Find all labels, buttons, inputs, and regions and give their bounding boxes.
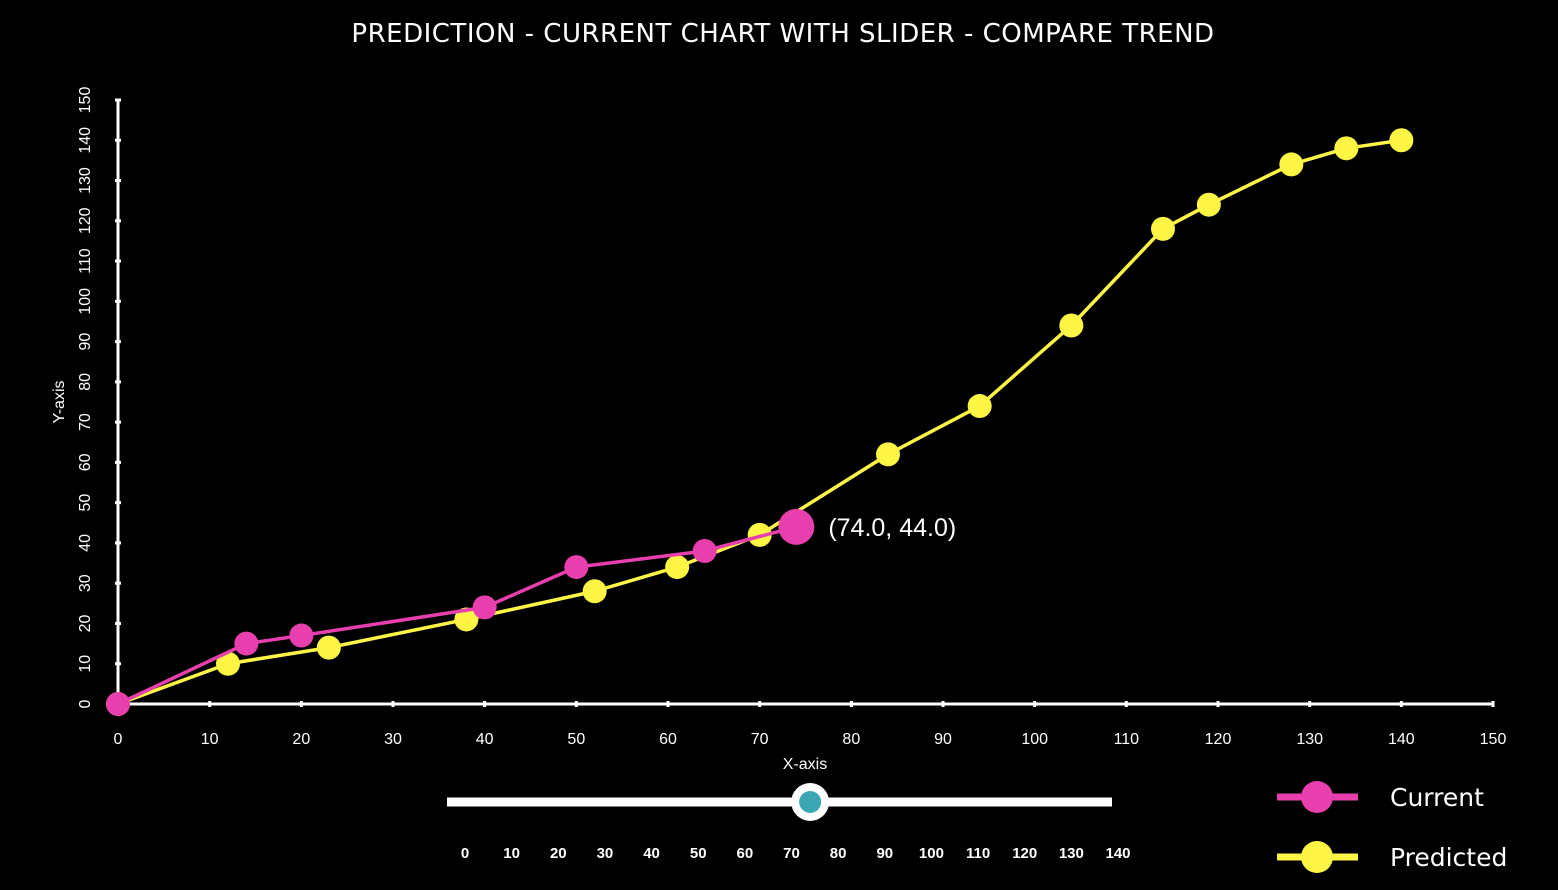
slider-thumb[interactable]: [799, 791, 822, 813]
slider-tick-label: 10: [503, 845, 520, 862]
y-tick-label: 80: [77, 373, 94, 391]
data-point-predicted[interactable]: [876, 442, 900, 467]
x-tick-label: 110: [1114, 731, 1140, 748]
x-tick-label: 60: [659, 731, 677, 748]
y-tick-label: 70: [77, 413, 94, 431]
data-point-predicted[interactable]: [1059, 313, 1084, 338]
x-tick-label: 40: [476, 731, 494, 748]
y-tick-label: 30: [77, 574, 94, 592]
y-tick-label: 60: [77, 453, 94, 471]
slider-tick-label: 100: [919, 845, 944, 862]
y-axis-label: Y-axis: [51, 381, 68, 424]
data-point-predicted[interactable]: [1389, 128, 1414, 153]
data-point-current[interactable]: [234, 631, 259, 656]
data-point-predicted[interactable]: [582, 579, 607, 604]
chart-title: PREDICTION - CURRENT CHART WITH SLIDER -…: [351, 19, 1214, 49]
legend-swatch-marker: [1301, 781, 1333, 813]
slider-tick-label: 80: [830, 845, 847, 862]
data-point-predicted[interactable]: [454, 607, 479, 632]
slider-tick-label: 140: [1105, 845, 1130, 862]
x-tick-label: 150: [1480, 731, 1507, 748]
data-point-predicted[interactable]: [1196, 192, 1221, 217]
data-point-predicted[interactable]: [1151, 216, 1175, 241]
highlighted-point[interactable]: [778, 508, 815, 545]
x-tick-label: 20: [292, 731, 310, 748]
axes: 0 10 20 30 40 50 60 70 80 90 100 110 120 130 140 150 0 10…: [51, 87, 1506, 773]
y-tick-label: 40: [77, 534, 94, 552]
slider-tick-label: 40: [643, 845, 660, 862]
data-point-predicted[interactable]: [216, 651, 240, 676]
slider-tick-label: 110: [966, 845, 990, 862]
y-tick-label: 130: [77, 167, 94, 194]
x-tick-label: 50: [567, 731, 585, 748]
legend-label: Current: [1390, 783, 1484, 812]
slider-tick-label: 20: [550, 845, 567, 862]
x-tick-label: 80: [842, 731, 860, 748]
y-tick-label: 110: [77, 248, 94, 274]
slider-tick-label: 90: [876, 845, 893, 862]
data-point-current[interactable]: [472, 595, 497, 620]
legend: Current Predicted: [1277, 781, 1507, 873]
slider-tick-label: 120: [1012, 845, 1037, 862]
data-point-current[interactable]: [106, 692, 130, 716]
slider-tick-label: 0: [461, 845, 469, 862]
slider-tick-label: 130: [1059, 845, 1084, 862]
data-point-predicted[interactable]: [1279, 152, 1304, 177]
legend-swatch-marker: [1301, 841, 1333, 873]
highlighted-point-label: (74.0, 44.0): [828, 514, 956, 542]
x-tick-label: 10: [201, 731, 219, 748]
x-axis-label: X-axis: [783, 756, 827, 773]
x-tick-label: 70: [751, 731, 769, 748]
x-tick-label: 0: [114, 731, 123, 748]
x-tick-label: 120: [1205, 731, 1232, 748]
x-tick-label: 100: [1021, 731, 1048, 748]
series-layer: [106, 128, 1414, 716]
series-line-predicted: [117, 138, 1402, 706]
slider[interactable]: 0 10 20 30 40 50 60 70 80 90 100 110 120 130 140: [447, 783, 1131, 862]
y-tick-label: 10: [77, 655, 94, 673]
legend-item-predicted[interactable]: Predicted: [1277, 841, 1507, 873]
data-point-predicted[interactable]: [1334, 136, 1359, 161]
legend-label: Predicted: [1390, 843, 1507, 872]
highlight-layer: (74.0, 44.0): [778, 508, 956, 545]
legend-item-current[interactable]: Current: [1277, 781, 1484, 813]
y-tick-label: 100: [77, 288, 94, 315]
series-current: [106, 525, 797, 716]
y-tick-label: 140: [77, 127, 94, 154]
y-tick-label: 0: [77, 699, 94, 708]
x-tick-label: 140: [1388, 731, 1415, 748]
data-point-predicted[interactable]: [316, 635, 341, 660]
data-point-current[interactable]: [289, 623, 314, 648]
y-tick-label: 90: [77, 333, 94, 351]
slider-tick-label: 30: [597, 845, 614, 862]
y-tick-label: 50: [77, 494, 94, 512]
x-tick-label: 130: [1296, 731, 1323, 748]
slider-tick-label: 60: [737, 845, 754, 862]
y-tick-label: 120: [77, 207, 94, 234]
x-tick-label: 90: [934, 731, 952, 748]
data-point-current[interactable]: [692, 538, 717, 563]
slider-tick-label: 50: [690, 845, 707, 862]
data-point-current[interactable]: [564, 555, 589, 580]
y-tick-label: 20: [77, 614, 94, 632]
y-tick-label: 150: [77, 87, 94, 114]
data-point-predicted[interactable]: [665, 555, 690, 580]
x-tick-label: 30: [384, 731, 402, 748]
slider-tick-label: 70: [783, 845, 800, 862]
data-point-predicted[interactable]: [967, 394, 992, 419]
series-predicted: [106, 128, 1414, 716]
